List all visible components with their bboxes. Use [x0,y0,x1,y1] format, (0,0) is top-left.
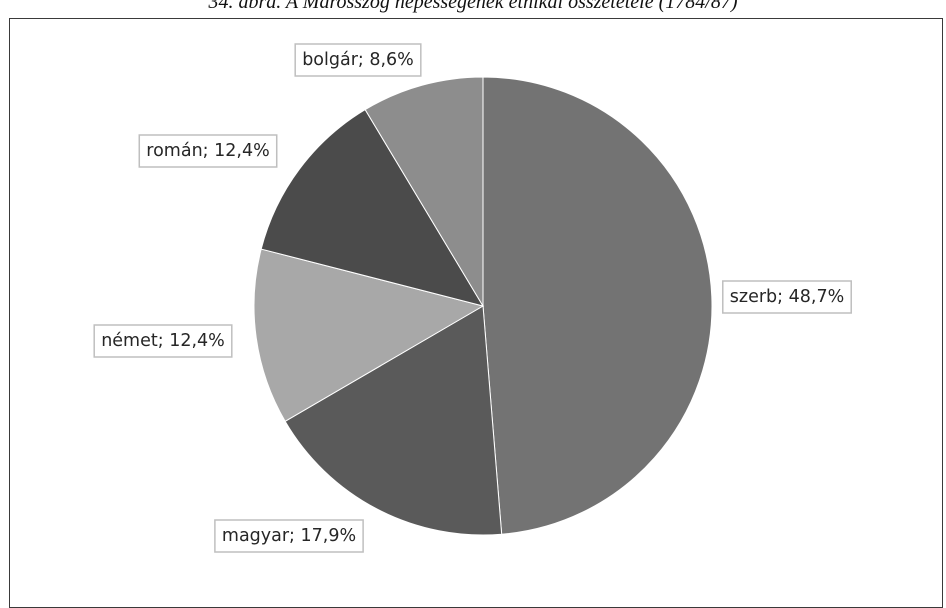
data-label-box [294,43,422,77]
data-label-text: német; 12,4% [101,331,225,351]
data-label-román: román; 12,4% [138,134,278,168]
data-label-box [722,280,852,314]
data-label-box [214,519,364,553]
figure-caption: 34. ábra. A Marosszög népességének etnik… [208,0,738,13]
pie-labels: szerb; 48,7% magyar; 17,9% német; 12,4% rom… [93,43,852,553]
data-label-német: német; 12,4% [93,324,233,358]
pie-slice-bolgár [364,76,484,308]
data-label-szerb: szerb; 48,7% [722,280,852,314]
data-label-box [93,324,233,358]
pie-slice-magyar [284,305,503,536]
data-label-text: szerb; 48,7% [730,287,844,307]
pie-slice-német [253,248,485,423]
data-label-magyar: magyar; 17,9% [214,519,364,553]
data-label-text: magyar; 17,9% [222,526,356,546]
data-label-text: bolgár; 8,6% [302,50,414,70]
data-label-bolgár: bolgár; 8,6% [294,43,422,77]
data-label-text: román; 12,4% [146,141,269,161]
pie-slice-szerb [482,76,713,535]
pie-slices [253,76,713,536]
pie-slice-román [260,108,485,307]
pie-chart: szerb; 48,7% magyar; 17,9% német; 12,4% rom… [93,43,852,553]
data-label-box [138,134,278,168]
